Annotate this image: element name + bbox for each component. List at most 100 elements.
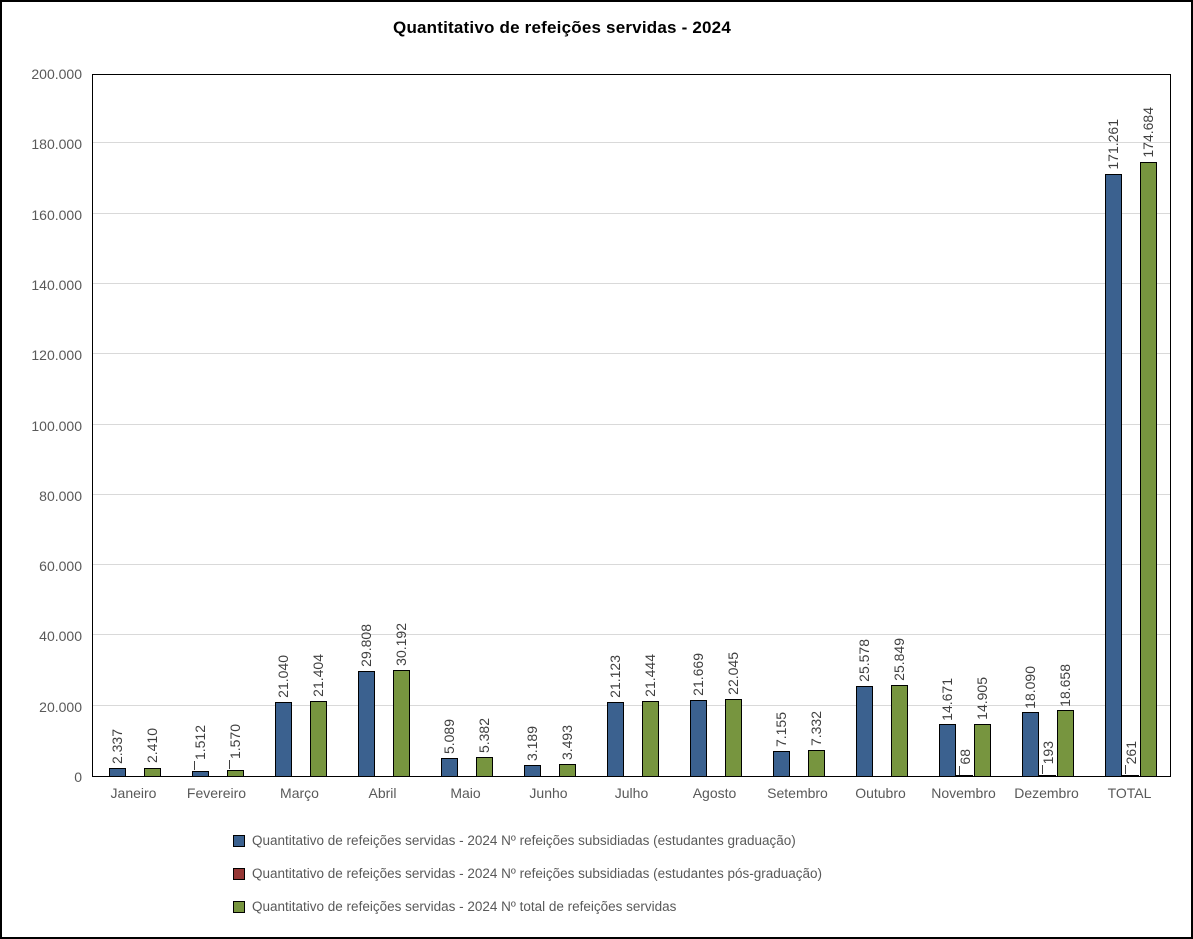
gridline (93, 493, 1170, 495)
bar-series1-outubro (855, 686, 873, 776)
bar-value-label: 193 (1039, 740, 1056, 765)
legend-marker-icon (233, 900, 245, 913)
bar-value-label: 5.089 (441, 719, 457, 755)
x-category-label: Janeiro (110, 785, 157, 801)
bar-value-label: 14.671 (939, 677, 955, 721)
bar-value-label: 14.905 (974, 676, 990, 720)
x-category-label: Julho (614, 785, 649, 801)
bar-value-label: 22.045 (725, 651, 741, 695)
bar-series1-dezembro (1021, 712, 1039, 776)
gridline (93, 353, 1170, 355)
bar-series1-janeiro (108, 767, 126, 776)
bar-series2-novembro (956, 775, 973, 776)
y-tick-label: 140.000 (31, 276, 82, 293)
bar-series3-outubro (890, 685, 908, 776)
gridline (93, 634, 1170, 636)
y-tick-label: 80.000 (39, 487, 82, 504)
label-leader-line (958, 765, 960, 775)
x-category-label: Novembro (931, 785, 996, 801)
gridline (93, 423, 1170, 425)
y-tick-label: 160.000 (31, 206, 82, 223)
y-tick-label: 60.000 (39, 558, 82, 575)
bar-series2-total (1122, 775, 1139, 776)
bar-series2-dezembro (1039, 775, 1056, 776)
legend-label: Quantitativo de refeições servidas - 202… (252, 899, 677, 914)
gridline (93, 704, 1170, 706)
label-leader-line (194, 760, 195, 770)
y-tick-label: 180.000 (31, 136, 82, 153)
chart-legend: Quantitativo de refeições servidas - 202… (233, 833, 822, 932)
legend-label: Quantitativo de refeições servidas - 202… (252, 833, 796, 848)
bar-value-label: 21.123 (607, 654, 623, 698)
gridline (93, 282, 1170, 284)
bar-series1-total (1104, 174, 1122, 776)
x-category-label: Fevereiro (186, 785, 247, 801)
gridline (93, 142, 1170, 144)
bar-value-label: 261 (1122, 740, 1139, 765)
bar-series3-abril (392, 669, 410, 776)
bar-series1-abril (357, 671, 375, 776)
label-leader-line (1124, 765, 1126, 775)
legend-item-series2: Quantitativo de refeições servidas - 202… (233, 866, 822, 881)
x-category-label: TOTAL (1107, 785, 1152, 801)
legend-marker-icon (233, 867, 245, 880)
bar-value-label: 171.261 (1105, 119, 1121, 171)
y-tick-label: 100.000 (31, 417, 82, 434)
x-category-label: Abril (368, 785, 397, 801)
bar-series1-novembro (938, 724, 956, 776)
bar-value-label: 7.155 (773, 711, 789, 747)
bar-value-label: 25.849 (891, 638, 907, 682)
bar-series3-setembro (807, 750, 825, 776)
bar-value-label: 21.669 (690, 653, 706, 696)
bar-series1-fevereiro (191, 770, 209, 776)
x-category-label: Maio (450, 785, 481, 801)
bar-value-label: 1.512 (192, 724, 208, 760)
bar-value-label: 18.658 (1057, 663, 1073, 707)
bar-value-label: 2.337 (109, 728, 125, 764)
bar-value-label: 18.090 (1022, 665, 1038, 709)
y-tick-label: 0 (74, 769, 82, 785)
bar-series3-janeiro (143, 767, 161, 776)
y-tick-label: 200.000 (31, 66, 82, 82)
plot-area: 2.337 2.410 1.512 1.570 21.040 21.404 29.808 30… (92, 74, 1171, 777)
bar-series1-setembro (772, 750, 790, 776)
legend-item-series1: Quantitativo de refeições servidas - 202… (233, 833, 822, 848)
label-leader-line (1041, 765, 1043, 775)
bar-series1-março (274, 702, 292, 776)
label-leader-line (229, 760, 230, 770)
bar-value-label: 21.444 (642, 653, 658, 697)
chart-title: Quantitativo de refeições servidas - 202… (393, 18, 731, 37)
bar-series3-dezembro (1056, 710, 1074, 776)
bar-value-label: 21.040 (275, 655, 291, 699)
bar-value-label: 21.404 (310, 653, 326, 697)
bar-value-label: 3.493 (559, 724, 575, 760)
bar-series3-novembro (973, 723, 991, 776)
x-category-label: Dezembro (1014, 785, 1079, 801)
bar-value-label: 5.382 (476, 718, 492, 754)
y-tick-label: 120.000 (31, 347, 82, 364)
legend-label: Quantitativo de refeições servidas - 202… (252, 866, 822, 881)
bar-series1-julho (606, 701, 624, 776)
y-tick-label: 40.000 (39, 628, 82, 645)
bar-series3-total (1139, 162, 1157, 776)
bar-value-label: 29.808 (358, 624, 374, 668)
bar-series3-agosto (724, 698, 742, 776)
bar-value-label: 2.410 (144, 728, 160, 764)
bar-series1-maio (440, 758, 458, 776)
gridline (93, 212, 1170, 214)
legend-item-series3: Quantitativo de refeições servidas - 202… (233, 899, 822, 914)
bar-value-label: 68 (956, 749, 973, 765)
x-category-label: Setembro (767, 785, 828, 801)
legend-marker-icon (233, 834, 245, 847)
bar-series1-agosto (689, 699, 707, 776)
x-category-label: Outubro (855, 785, 906, 801)
bar-series3-março (309, 700, 327, 776)
y-tick-label: 20.000 (39, 698, 82, 715)
bar-value-label: 3.189 (524, 725, 540, 761)
bar-series3-fevereiro (226, 770, 244, 776)
x-category-label: Março (280, 785, 319, 801)
bar-value-label: 30.192 (393, 623, 409, 666)
bar-series1-junho (523, 764, 541, 776)
bar-value-label: 25.578 (856, 639, 872, 683)
